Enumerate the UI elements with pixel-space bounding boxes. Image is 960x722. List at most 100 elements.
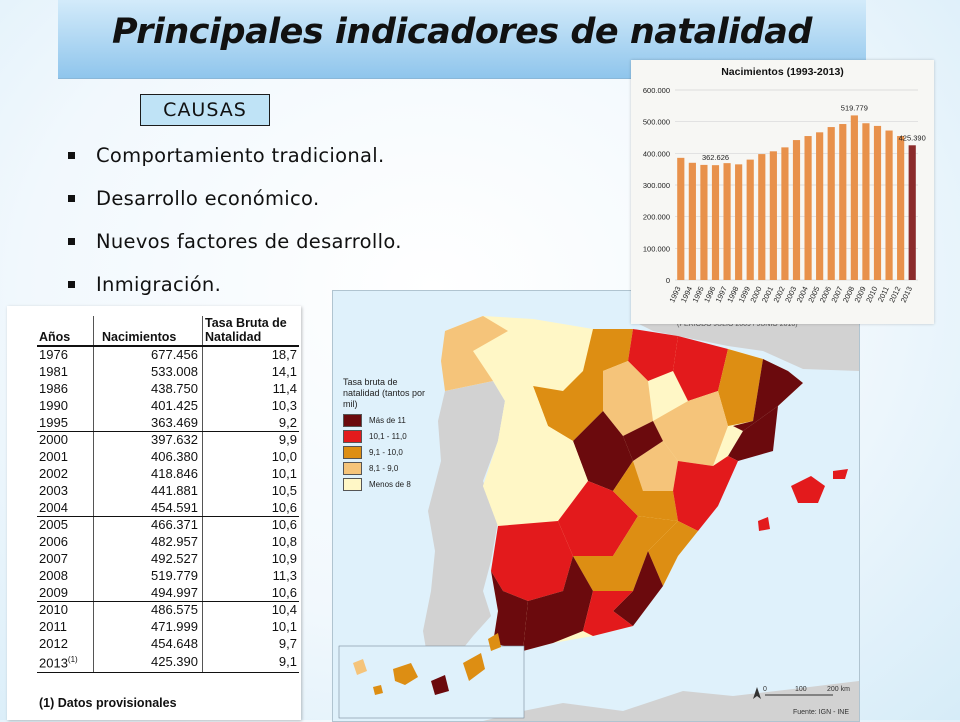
bar: [735, 164, 743, 280]
page-title: Principales indicadores de natalidad: [112, 12, 812, 52]
cell-year: 2011: [37, 618, 94, 636]
table-row: 2007 492.527 10,9: [37, 550, 299, 568]
region-sevilla: [491, 571, 528, 651]
bar: [769, 151, 777, 280]
chart-svg: 0 100.000 200.000 300.000 400.000 500.000 600.…: [643, 86, 926, 304]
cell-year: 2006: [37, 533, 94, 551]
region-murcia: [613, 551, 663, 626]
y-tick-label: 0: [666, 276, 670, 285]
cell-year: 2003: [37, 482, 94, 500]
region-cordoba: [523, 556, 593, 651]
canary-island: [488, 633, 501, 651]
region-extremadura: [483, 426, 588, 526]
cell-births: 363.469: [93, 414, 203, 432]
cell-rate: 18,7: [271, 347, 297, 363]
region-aragon-central: [653, 391, 728, 466]
cell-births: 533.008: [93, 363, 203, 381]
cell-rate: 9,7: [278, 635, 297, 651]
table-row: 2000 397.632 9,9: [37, 431, 299, 449]
cell-rate: 10,0: [271, 449, 297, 465]
bullet-icon: [68, 281, 75, 288]
cell-year: 1995: [37, 414, 94, 432]
header-births: Nacimientos: [93, 316, 203, 347]
legend-label: 8,1 - 9,0: [369, 464, 399, 473]
legend-label: Más de 11: [369, 416, 406, 425]
causas-list: Comportamiento tradicional. Desarrollo e…: [66, 140, 402, 312]
table-row: 2010 486.575 10,4: [37, 601, 299, 619]
map-source: Fuente: IGN - INE: [793, 709, 850, 716]
bullet-icon: [68, 195, 75, 202]
north-arrow-icon: [753, 687, 761, 699]
causa-text: Comportamiento tradicional.: [96, 144, 385, 167]
title-banner: Principales indicadores de natalidad: [58, 0, 866, 79]
canary-island: [353, 659, 367, 675]
cell-births: 519.779: [93, 567, 203, 585]
cell-year: 2009: [37, 584, 94, 602]
bar: [897, 136, 905, 280]
legend-swatch: [343, 446, 362, 459]
causa-item: Nuevos factores de desarrollo.: [66, 226, 402, 269]
table-row: 2011 471.999 10,1: [37, 618, 299, 636]
bar: [873, 125, 882, 281]
region-cyl-2: [498, 386, 548, 456]
region-granada: [583, 591, 633, 636]
table-row: 2005 466.371 10,6: [37, 516, 299, 534]
legend-label: 10,1 - 11,0: [369, 432, 407, 441]
region-ibiza: [758, 517, 770, 531]
y-tick-label: 300.000: [643, 181, 670, 190]
legend-label: 9,1 - 10,0: [369, 448, 403, 457]
bar: [792, 140, 801, 280]
bar: [781, 147, 789, 280]
table-note: (1) Datos provisionales: [39, 696, 177, 710]
region-cantabria: [583, 329, 633, 371]
cell-year: 2002: [37, 465, 94, 483]
legend-swatch: [343, 462, 362, 475]
region-navarra: [673, 336, 728, 401]
cell-rate: 10,1: [271, 619, 297, 635]
bar: [758, 154, 766, 280]
cell-rate: 11,4: [272, 380, 297, 396]
bar: [839, 124, 847, 281]
legend-label: Menos de 8: [369, 480, 411, 489]
scale-label-0: 0: [763, 686, 767, 693]
cell-births: 492.527: [93, 550, 203, 568]
canary-island: [431, 675, 449, 695]
bar: [677, 157, 685, 280]
causa-item: Desarrollo económico.: [66, 183, 402, 226]
y-tick-label: 600.000: [643, 86, 670, 95]
region-ourense: [473, 331, 518, 396]
cell-births: 471.999: [93, 618, 203, 636]
bar: [804, 136, 812, 280]
table-row: 2009 494.997 10,6: [37, 584, 299, 602]
cell-births: 425.390: [93, 652, 203, 673]
region-huelva: [491, 521, 573, 601]
cell-births: 401.425: [93, 397, 203, 415]
region-cyl-1: [533, 371, 603, 441]
table-row: 1990 401.425 10,3: [37, 397, 299, 415]
legend-item: 8,1 - 9,0: [343, 462, 433, 475]
cell-rate: 10,3: [271, 397, 297, 413]
y-tick-label: 200.000: [643, 213, 670, 222]
bar: [700, 164, 708, 280]
cell-year: 2001: [37, 448, 94, 466]
cell-year: 2005: [37, 516, 94, 534]
region-madrid: [573, 411, 633, 491]
legend-title: Tasa bruta de natalidad (tantos por mil): [343, 377, 426, 409]
table-row: 1981 533.008 14,1: [37, 363, 299, 381]
data-label: 362.626: [702, 153, 729, 162]
table-row: 2002 418.846 10,1: [37, 465, 299, 483]
cell-births: 441.881: [93, 482, 203, 500]
cell-year: 2007: [37, 550, 94, 568]
cell-rate: 9,1: [202, 652, 299, 673]
cell-rate: 14,1: [271, 364, 297, 380]
bar: [862, 123, 870, 280]
legend-item: 10,1 - 11,0: [343, 430, 433, 443]
cell-year: 2010: [37, 601, 94, 619]
cell-rate: 10,6: [202, 584, 299, 602]
bar: [908, 145, 916, 280]
table-row: 2004 454.591 10,6: [37, 499, 299, 517]
map-legend: Tasa bruta de natalidad (tantos por mil)…: [343, 377, 433, 491]
cell-births: 466.371: [93, 516, 203, 534]
table-row: 1995 363.469 9,2: [37, 414, 299, 432]
chart-title: Nacimientos (1993-2013): [721, 66, 844, 78]
